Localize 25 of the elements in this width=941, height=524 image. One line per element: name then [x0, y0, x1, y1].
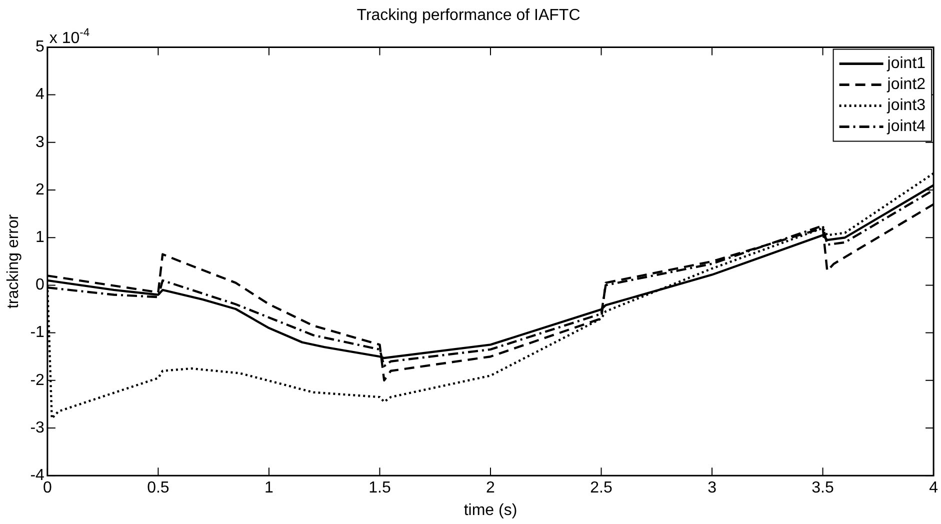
y-tick-label: -3 — [30, 419, 45, 436]
y-tick-label: 0 — [36, 276, 45, 294]
y-tick-label: 2 — [36, 181, 45, 198]
y-axis-title: tracking error — [5, 214, 22, 309]
y-tick-label: 4 — [36, 86, 45, 104]
y-tick-label: 5 — [36, 38, 45, 56]
x-tick-label: 3 — [708, 480, 717, 497]
y-tick-label: -4 — [30, 467, 45, 484]
y-tick-label: -2 — [30, 372, 45, 389]
legend-label: joint2 — [886, 76, 926, 94]
y-tick-label: -1 — [30, 324, 45, 342]
legend-label: joint3 — [886, 97, 926, 114]
x-tick-label: 1.5 — [368, 480, 391, 497]
x-tick-label: 0.5 — [147, 480, 170, 497]
y-tick-label: 1 — [36, 229, 45, 246]
y-tick-label: 3 — [36, 134, 45, 151]
legend-label: joint1 — [886, 55, 926, 72]
x-tick-label: 1 — [264, 480, 274, 497]
chart-title: Tracking performance of IAFTC — [356, 7, 580, 24]
x-tick-label: 2 — [486, 480, 496, 497]
x-tick-label: 4 — [929, 480, 938, 497]
x-tick-label: 2.5 — [590, 480, 612, 497]
legend-label: joint4 — [886, 118, 926, 136]
x-tick-label: 3.5 — [812, 480, 834, 497]
x-axis-title: time (s) — [464, 502, 518, 519]
